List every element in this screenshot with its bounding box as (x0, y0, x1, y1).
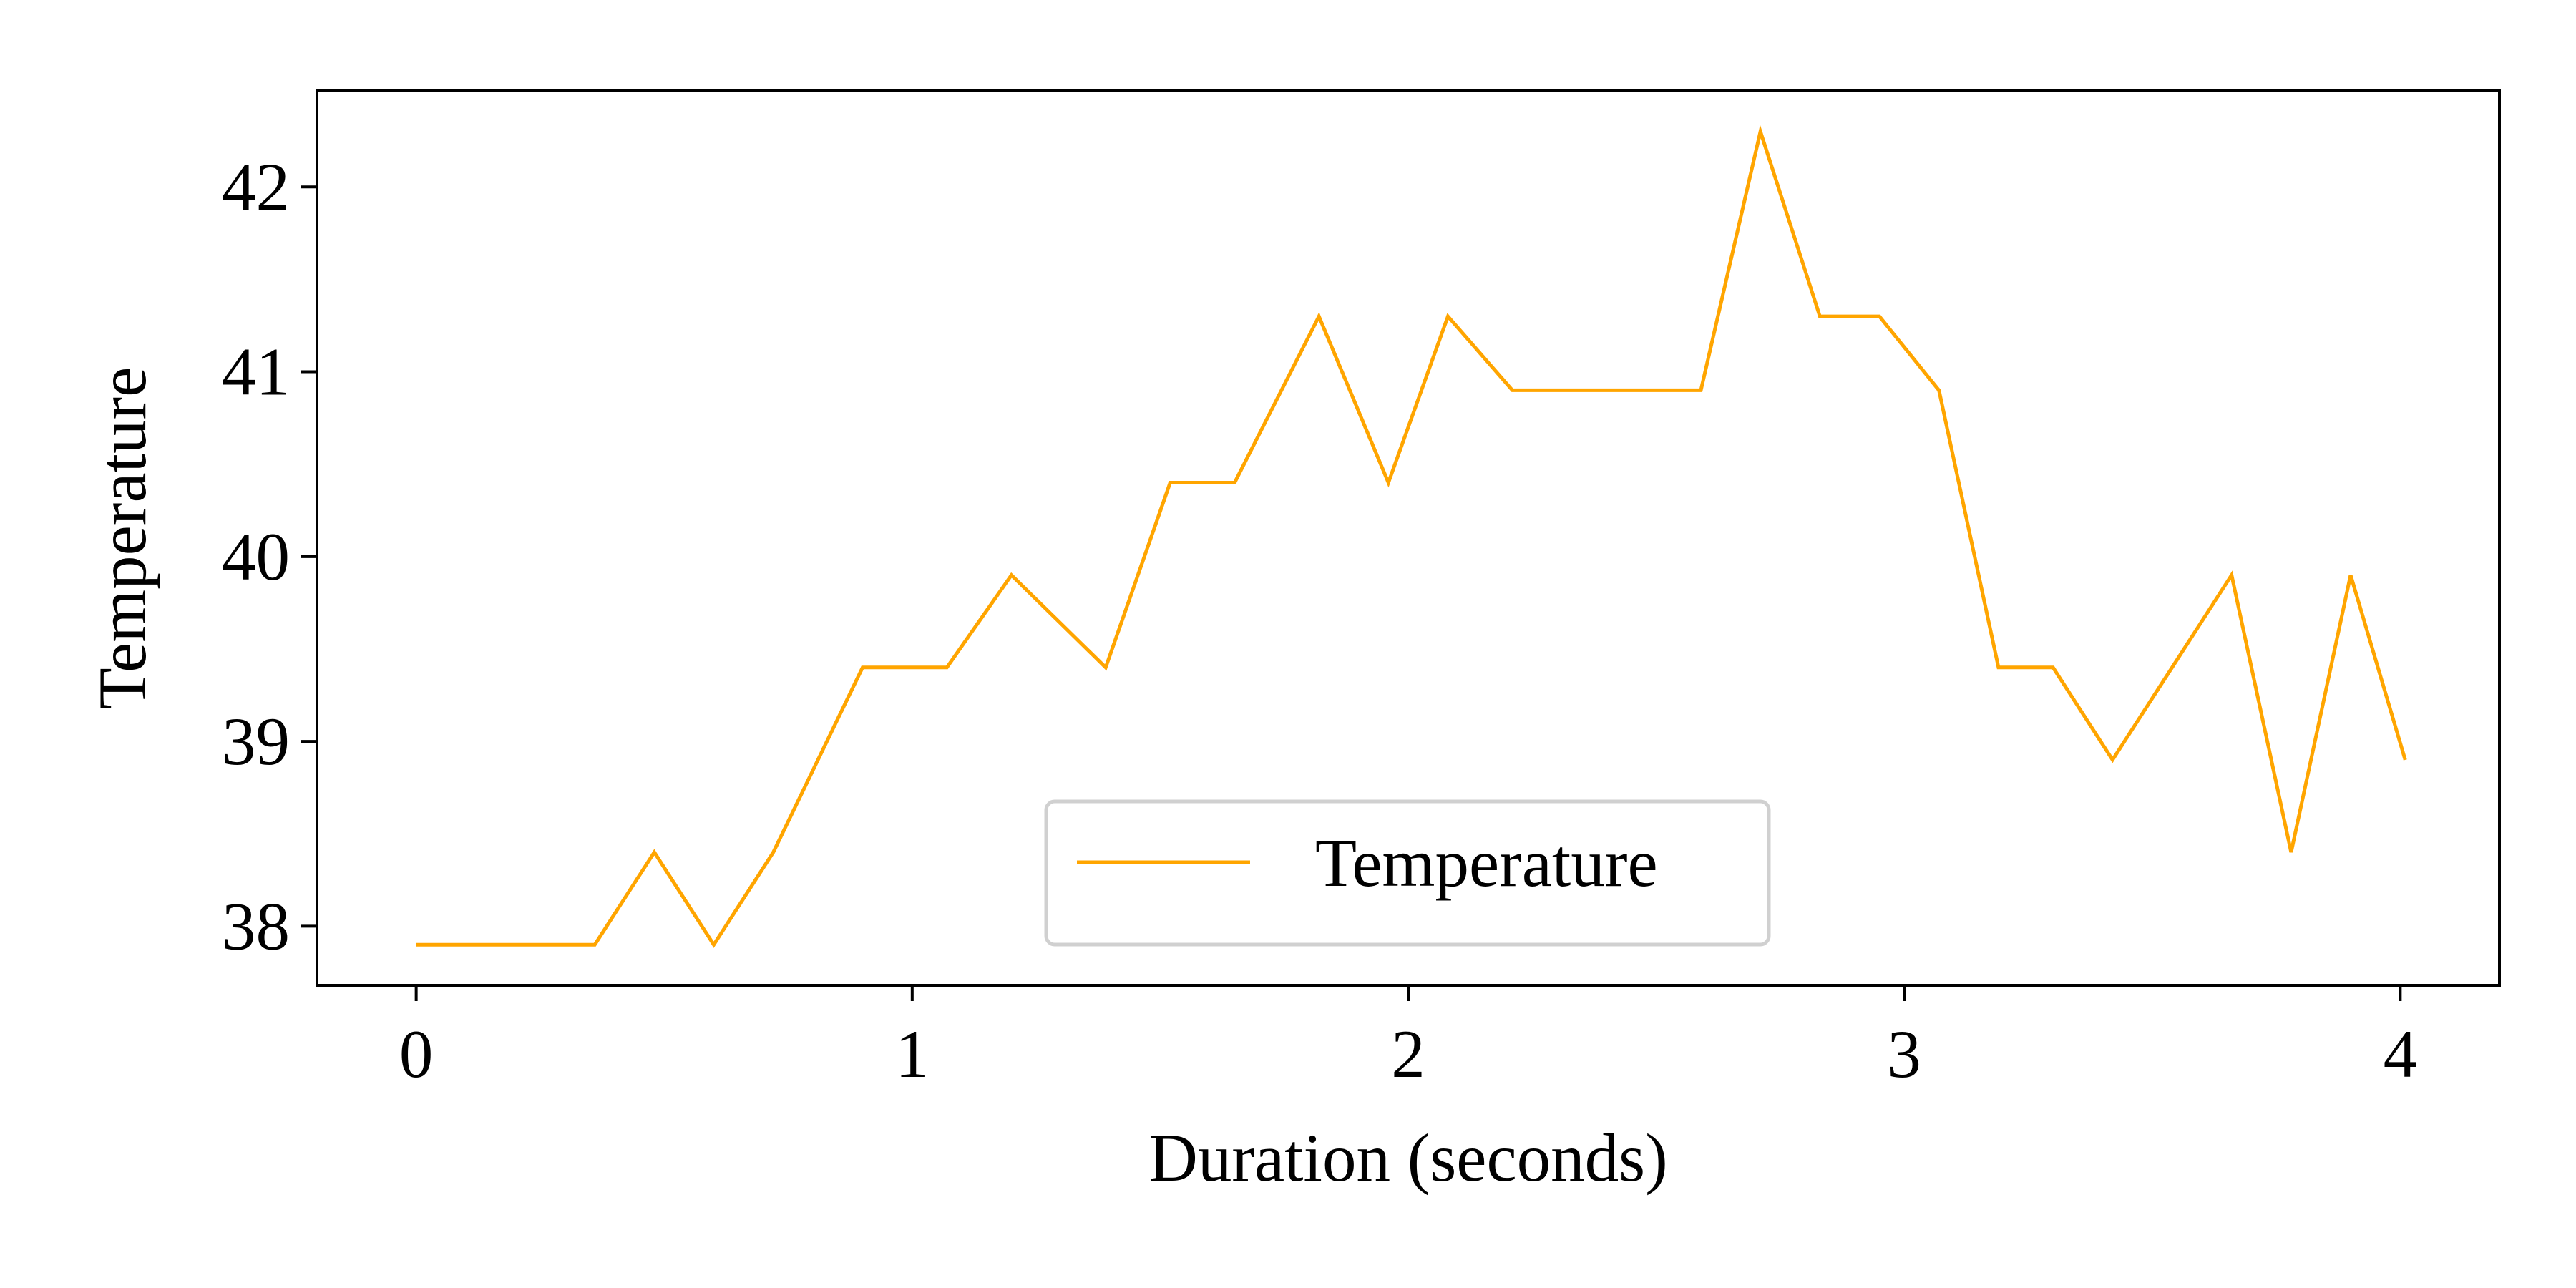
x-tick-label: 0 (399, 1016, 434, 1092)
x-tick-label: 1 (895, 1016, 930, 1092)
y-tick-label: 38 (222, 888, 290, 964)
legend-box (1044, 799, 1771, 947)
legend: Temperature (1044, 799, 1771, 947)
x-tick-label: 2 (1391, 1016, 1425, 1092)
x-axis-ticks: 0 1 2 3 4 (399, 985, 2417, 1092)
y-tick-label: 39 (222, 703, 290, 779)
y-axis-title: Temperature (84, 367, 160, 710)
x-tick-label: 4 (2384, 1016, 2418, 1092)
legend-label-temperature: Temperature (1315, 825, 1658, 901)
y-tick-label: 42 (222, 149, 290, 225)
y-tick-label: 41 (222, 334, 290, 410)
x-axis-title: Duration (seconds) (1148, 1120, 1668, 1196)
x-tick-label: 3 (1887, 1016, 1921, 1092)
series-layer (416, 125, 2407, 948)
y-axis-ticks: 38 39 40 41 42 (222, 149, 317, 964)
y-tick-label: 40 (222, 519, 290, 595)
series-line-temperature (416, 125, 2407, 948)
